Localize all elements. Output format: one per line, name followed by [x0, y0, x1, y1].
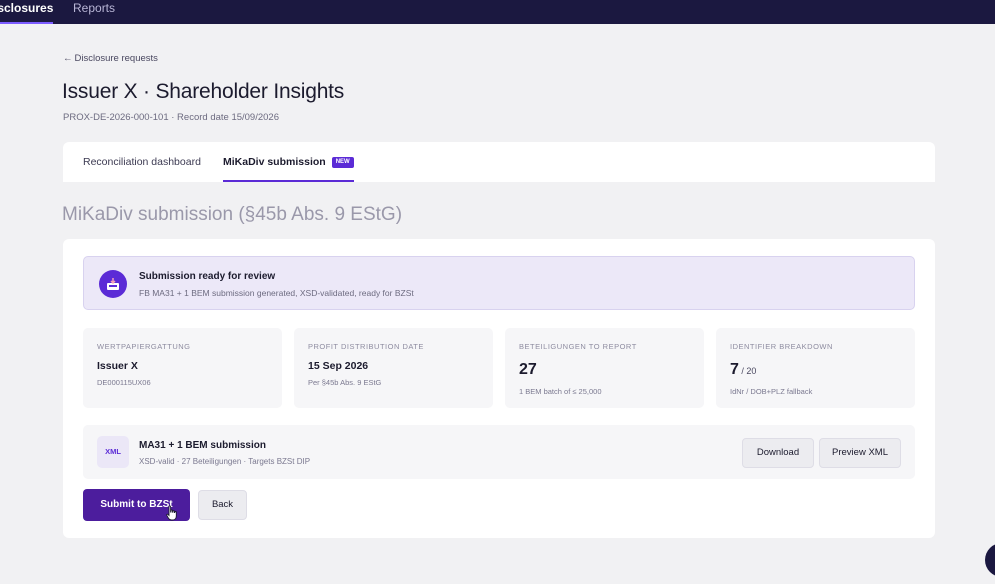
stat-wertpapiergattung: WERTPAPIERGATTUNG Issuer X DE000115UX06: [83, 328, 282, 408]
banner-description: FB MA31 + 1 BEM submission generated, XS…: [139, 288, 414, 298]
inbox-tray-icon: [99, 270, 127, 298]
xml-file-icon: XML: [97, 436, 129, 468]
stat-profit-distribution-date: PROFIT DISTRIBUTION DATE 15 Sep 2026 Per…: [294, 328, 493, 408]
stat-subtext: DE000115UX06: [97, 378, 151, 387]
stat-value: 27: [519, 361, 537, 378]
stat-label: IDENTIFIER BREAKDOWN: [730, 342, 833, 351]
new-badge: NEW: [331, 156, 354, 168]
file-title: MA31 + 1 BEM submission: [139, 440, 266, 451]
stat-value-suffix: / 20: [738, 366, 757, 376]
stat-value-number: 7: [730, 361, 739, 378]
download-button[interactable]: Download: [742, 438, 814, 468]
tab-mikadiv-submission[interactable]: MiKaDiv submission NEW: [223, 142, 354, 182]
xml-file-row: XML MA31 + 1 BEM submission XSD-valid · …: [83, 425, 915, 479]
nav-item-reports[interactable]: Reports: [73, 1, 116, 15]
top-navigation: isclosures Reports: [0, 0, 995, 24]
file-description: XSD-valid · 27 Beteiligungen · Targets B…: [139, 457, 311, 466]
stat-identifier-breakdown: IDENTIFIER BREAKDOWN 7 / 20 IdNr / DOB+P…: [716, 328, 915, 408]
tab-label: Reconciliation dashboard: [83, 156, 201, 168]
page-subtitle: PROX-DE-2026-000-101 · Record date 15/09…: [63, 112, 279, 123]
stat-beteiligungen-to-report: BETEILIGUNGEN TO REPORT 27 1 BEM batch o…: [505, 328, 704, 408]
banner-title: Submission ready for review: [139, 271, 276, 282]
tab-reconciliation-dashboard[interactable]: Reconciliation dashboard: [83, 142, 201, 182]
tab-bar: Reconciliation dashboard MiKaDiv submiss…: [63, 142, 935, 182]
stat-value: Issuer X: [97, 360, 138, 372]
arrow-left-icon: ←: [63, 53, 73, 64]
back-link-label: Disclosure requests: [74, 53, 158, 64]
stat-label: BETEILIGUNGEN TO REPORT: [519, 342, 637, 351]
preview-xml-button[interactable]: Preview XML: [819, 438, 901, 468]
ready-for-review-banner: Submission ready for review FB MA31 + 1 …: [83, 256, 915, 310]
tab-label: MiKaDiv submission: [223, 156, 326, 168]
floating-help-button[interactable]: [985, 543, 995, 577]
stat-label: PROFIT DISTRIBUTION DATE: [308, 342, 424, 351]
page-title: Issuer X · Shareholder Insights: [62, 80, 345, 103]
stat-subtext: Per §45b Abs. 9 EStG: [308, 378, 382, 387]
hand-pointer-cursor-icon: [166, 505, 178, 526]
stat-value: 7 / 20: [730, 361, 756, 379]
back-to-disclosure-requests-link[interactable]: ← Disclosure requests: [63, 53, 158, 64]
submit-to-bzst-button[interactable]: Submit to BZSt: [83, 489, 190, 521]
stat-label: WERTPAPIERGATTUNG: [97, 342, 191, 351]
stat-value: 15 Sep 2026: [308, 360, 369, 372]
nav-item-disclosures[interactable]: isclosures: [0, 0, 54, 24]
back-button[interactable]: Back: [198, 490, 247, 520]
stat-subtext: IdNr / DOB+PLZ fallback: [730, 387, 813, 396]
stat-subtext: 1 BEM batch of ≤ 25,000: [519, 387, 602, 396]
section-title: MiKaDiv submission (§45b Abs. 9 EStG): [62, 204, 403, 225]
